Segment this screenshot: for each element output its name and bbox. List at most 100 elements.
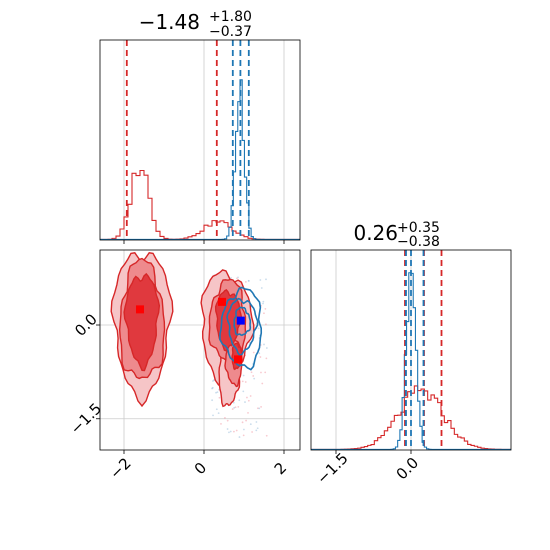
joint-scatter-point-31 [265,357,268,360]
joint-scatter-point-108 [242,434,245,437]
joint-panel-p0-p1: −2 0 2−1.50.0 [67,249,301,483]
joint-blue-contour-1 [226,297,259,357]
joint-xaxis-label-1: 0 [191,459,210,478]
title-p0-value: −1.48 [139,10,200,34]
joint-red-marker-1 [218,297,226,306]
joint-red-contours [110,252,255,408]
joint-scatter-point-128 [264,371,267,374]
p1-hist-xaxis-label-1: 0.0 [393,454,423,484]
p1-hist-xaxis-label-0: −1.5 [313,449,351,487]
joint-scatter-point-158 [246,396,248,399]
joint-scatter-point-140 [237,405,240,408]
title-p0-minus: −0.37 [209,24,252,40]
joint-scatter-point-0 [260,287,263,289]
joint-blue-contours [219,286,263,371]
title-p1-plus: +0.35 [397,220,440,236]
joint-scatter-point-39 [250,371,253,374]
histogram-panel-p0 [99,39,301,244]
joint-xaxis-label-0: −2 [106,454,134,482]
joint-scatter-point-51 [259,356,262,358]
joint-scatter-point-91 [260,371,262,374]
joint-scatter-point-102 [242,428,245,431]
joint-scatter-point-92 [233,430,235,433]
joint-scatter-point-3 [224,417,226,419]
joint-blue-marker [236,316,245,325]
joint-scatter-point-89 [229,430,232,433]
p0-hist-red [100,169,300,240]
joint-red-marker-0 [136,305,144,314]
title-p1-value: 0.26 [353,221,398,245]
joint-scatter-point-115 [228,431,230,434]
joint-scatter-point-137 [252,351,255,354]
joint-scatter-point-83 [247,399,250,402]
joint-scatter-point-79 [220,422,222,425]
joint-scatter-point-7 [260,405,262,408]
title-p1-minus: −0.38 [397,234,440,250]
joint-scatter-point-41 [244,401,246,403]
joint-scatter-point-16 [249,423,252,426]
joint-scatter-point-77 [261,382,264,385]
joint-scatter-point-33 [211,399,214,402]
joint-scatter-point-29 [256,407,259,410]
joint-scatter-point-96 [238,436,241,438]
joint-scatter-point-125 [247,411,249,414]
joint-red-marker-2 [234,355,242,364]
joint-scatter-point-4 [233,406,236,409]
joint-scatter-point-94 [211,387,213,390]
joint-scatter-point-148 [265,278,267,281]
joint-scatter-point-141 [263,343,265,346]
joint-scatter-point-85 [242,390,245,393]
joint-scatter-point-123 [256,427,259,430]
joint-scatter-point-105 [264,307,267,310]
title-p0-plus: +1.80 [209,9,252,25]
joint-scatter-point-122 [242,374,245,377]
p0-hist-blue [100,79,300,240]
title-p1: 0.26 +0.35 −0.38 [353,220,439,250]
joint-scatter-point-8 [234,406,237,409]
joint-red-contour-inner-0 [123,272,161,372]
joint-scatter-point-66 [258,352,261,355]
joint-scatter-point-107 [259,279,262,281]
joint-scatter-point-147 [218,396,221,399]
joint-scatter-point-154 [247,279,250,282]
joint-scatter-point-54 [244,381,247,383]
joint-scatter-point-59 [217,412,220,415]
joint-scatter-point-43 [212,414,214,417]
joint-scatter-point-49 [262,300,265,303]
joint-scatter-point-100 [235,429,238,432]
joint-scatter-point-69 [265,434,268,437]
joint-scatter-point-110 [241,421,244,424]
joint-scatter-point-74 [238,399,241,402]
joint-blue-contour-0 [219,286,263,371]
joint-scatter-point-112 [215,391,217,394]
joint-scatter-point-5 [226,419,229,422]
title-p0: −1.48 +1.80 −0.37 [139,9,252,40]
joint-scatter-point-10 [215,408,218,411]
joint-blue-contour-2 [233,306,252,337]
joint-frame [99,249,301,451]
joint-scatter-point-146 [244,280,247,283]
joint-scatter-point-145 [265,323,267,326]
joint-scatter-point-157 [258,407,261,410]
joint-scatter-point-72 [230,277,232,279]
joint-scatter-point-104 [262,302,264,305]
joint-scatter-point-64 [241,380,244,383]
joint-scatter-point-44 [265,347,268,349]
joint-scatter-point-151 [236,277,238,280]
joint-scatter-point-116 [216,391,219,394]
joint-yaxis-label-1: 0.0 [71,310,101,340]
joint-scatter-point-63 [249,395,252,397]
joint-scatter-point-78 [253,377,256,380]
joint-scatter-point-131 [252,375,255,377]
joint-scatter-point-15 [232,401,235,404]
joint-scatter-point-117 [226,428,229,430]
joint-scatter-point-132 [251,431,253,433]
joint-scatter-point-127 [212,380,214,382]
joint-scatter-point-95 [263,312,265,315]
joint-scatter-point-32 [255,421,258,423]
joint-scatter-point-144 [255,429,258,432]
joint-scatter-point-124 [231,408,234,410]
joint-scatter-point-58 [245,419,247,422]
joint-xaxis-label-2: 2 [271,459,290,478]
